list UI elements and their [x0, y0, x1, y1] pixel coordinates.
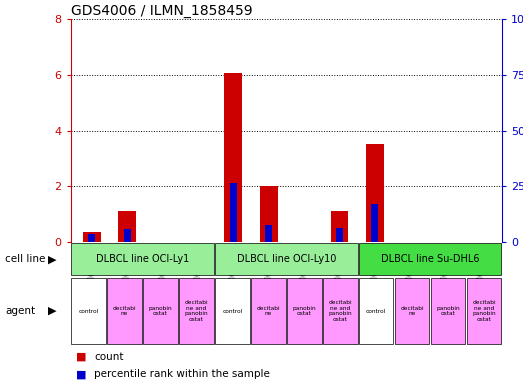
Text: DLBCL line Su-DHL6: DLBCL line Su-DHL6 [381, 253, 480, 263]
Text: ■: ■ [76, 352, 86, 362]
FancyBboxPatch shape [215, 278, 249, 344]
Bar [88, 234, 95, 242]
FancyBboxPatch shape [251, 278, 286, 344]
Bar [265, 225, 272, 242]
FancyBboxPatch shape [71, 243, 214, 275]
FancyBboxPatch shape [431, 278, 465, 344]
Bar [83, 232, 100, 242]
FancyBboxPatch shape [395, 278, 429, 344]
Bar [336, 228, 343, 242]
Bar [260, 186, 278, 242]
Text: control: control [366, 308, 386, 314]
Text: control: control [78, 308, 99, 314]
Text: decitabi
ne: decitabi ne [257, 306, 280, 316]
FancyBboxPatch shape [71, 278, 106, 344]
Text: GDS4006 / ILMN_1858459: GDS4006 / ILMN_1858459 [71, 4, 252, 18]
FancyBboxPatch shape [143, 278, 178, 344]
Text: decitabi
ne and
panobin
ostat: decitabi ne and panobin ostat [185, 300, 208, 322]
Text: ▶: ▶ [48, 306, 56, 316]
Text: ▶: ▶ [48, 254, 56, 264]
FancyBboxPatch shape [107, 278, 142, 344]
Bar [331, 211, 348, 242]
FancyBboxPatch shape [359, 243, 502, 275]
FancyBboxPatch shape [467, 278, 502, 344]
Bar [118, 211, 136, 242]
Bar [366, 144, 383, 242]
Text: DLBCL line OCI-Ly10: DLBCL line OCI-Ly10 [236, 253, 336, 263]
Text: panobin
ostat: panobin ostat [292, 306, 316, 316]
FancyBboxPatch shape [287, 278, 322, 344]
Bar [230, 183, 237, 242]
Text: percentile rank within the sample: percentile rank within the sample [94, 369, 270, 379]
FancyBboxPatch shape [215, 243, 358, 275]
Text: decitabi
ne: decitabi ne [113, 306, 137, 316]
Bar [123, 229, 131, 242]
FancyBboxPatch shape [179, 278, 214, 344]
Bar [371, 204, 378, 242]
Text: ■: ■ [76, 369, 86, 379]
Text: panobin
ostat: panobin ostat [149, 306, 172, 316]
Text: decitabi
ne: decitabi ne [401, 306, 424, 316]
Text: cell line: cell line [5, 254, 46, 264]
Bar [224, 73, 242, 242]
Text: control: control [222, 308, 243, 314]
FancyBboxPatch shape [359, 278, 393, 344]
Text: decitabi
ne and
panobin
ostat: decitabi ne and panobin ostat [328, 300, 352, 322]
FancyBboxPatch shape [323, 278, 358, 344]
Text: agent: agent [5, 306, 36, 316]
Text: panobin
ostat: panobin ostat [436, 306, 460, 316]
Text: decitabi
ne and
panobin
ostat: decitabi ne and panobin ostat [472, 300, 496, 322]
Text: DLBCL line OCI-Ly1: DLBCL line OCI-Ly1 [96, 253, 189, 263]
Text: count: count [94, 352, 123, 362]
